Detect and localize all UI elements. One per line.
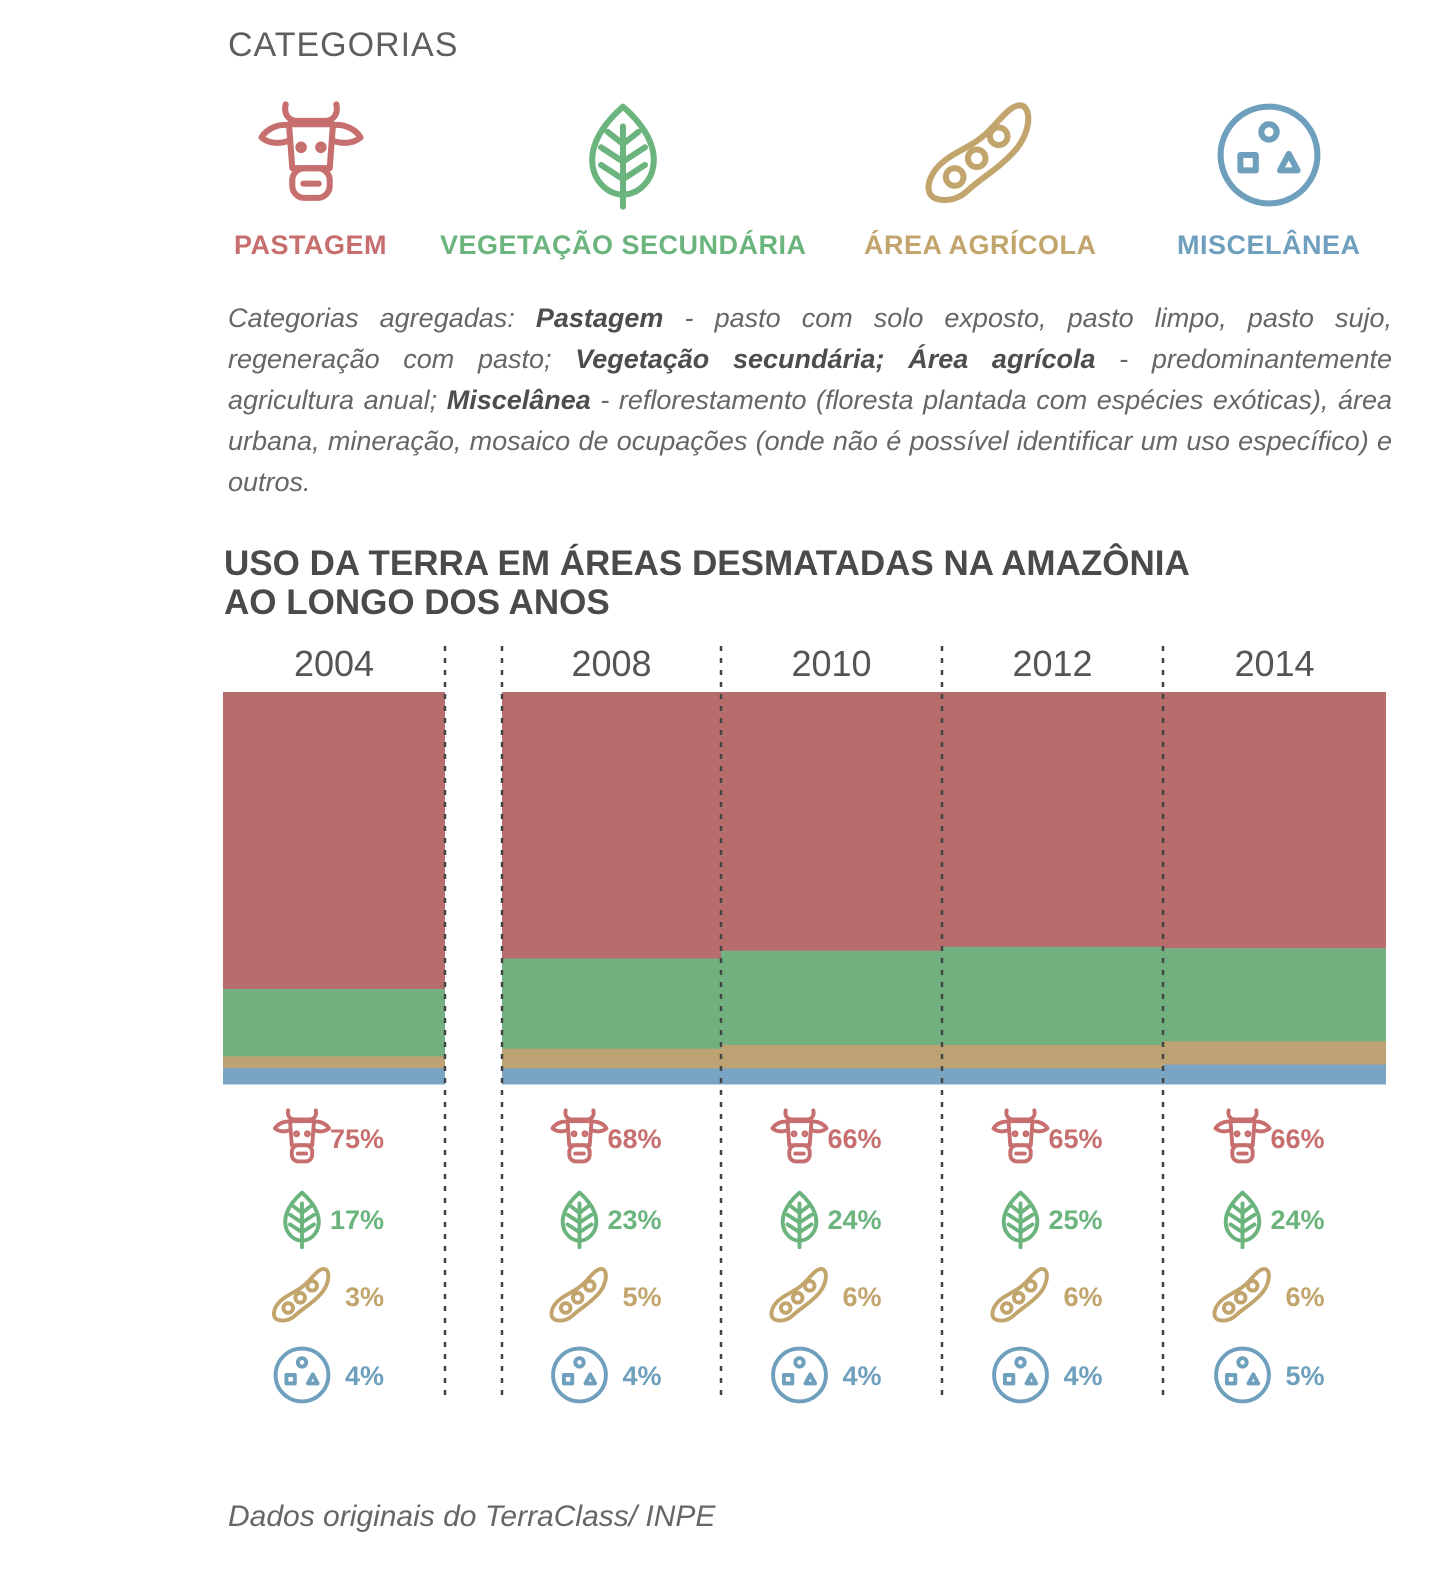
circle-shapes-icon: [1214, 1346, 1271, 1404]
year-label: 2008: [571, 643, 651, 684]
bar-segment: [223, 1068, 445, 1085]
bar-segment: [1163, 948, 1386, 1042]
year-label: 2014: [1234, 643, 1314, 684]
leaf-icon: [283, 1190, 321, 1249]
bar-segment: [942, 692, 1163, 948]
bar-segment: [942, 946, 1163, 1046]
cow-icon: [550, 1108, 609, 1164]
source-note: Dados originais do TerraClass/ INPE: [228, 1500, 716, 1533]
bar-segment: [223, 988, 445, 1057]
value-label: 3%: [345, 1282, 384, 1312]
year-label: 2012: [1012, 643, 1092, 684]
category-label-vegetacao: VEGETAÇÃO SECUNDÁRIA: [440, 230, 807, 260]
value-label: 6%: [842, 1282, 881, 1312]
leaf-icon: [1223, 1190, 1262, 1249]
description-text: - reflorestamento (floresta plantada com…: [228, 385, 1392, 497]
bar-segment: [721, 1044, 942, 1069]
bar-segment: [942, 1044, 1163, 1069]
bar-segment: [1163, 1041, 1386, 1066]
category-label-pastagem: PASTAGEM: [234, 230, 388, 260]
soybean-pod-icon: [549, 1266, 608, 1323]
description-text: Categorias agregadas:: [228, 303, 536, 333]
description-bold: Pastagem: [535, 303, 664, 333]
value-label: 4%: [622, 1361, 661, 1391]
value-label: 4%: [345, 1361, 384, 1391]
bar-segment: [223, 1056, 445, 1069]
value-label: 17%: [330, 1205, 384, 1235]
description-text: - predominantemente agricultura anual;: [228, 344, 1392, 415]
description-bold: Vegetação secundária; Área agrícola: [575, 344, 1096, 374]
value-label: 75%: [330, 1124, 384, 1154]
cow-icon: [273, 1108, 331, 1164]
description-bold: Miscelânea: [446, 385, 591, 415]
bar-segment: [223, 692, 445, 990]
bar-segment: [502, 1068, 721, 1085]
cow-icon: [770, 1108, 829, 1164]
category-pastagem: PASTAGEM: [234, 100, 387, 261]
bar-segment: [502, 1048, 721, 1069]
value-label: 4%: [1063, 1361, 1102, 1391]
chart-title-line: USO DA TERRA EM ÁREAS DESMATADAS NA AMAZ…: [224, 544, 1190, 583]
bar-segment: [721, 1068, 942, 1085]
bar-segment: [502, 692, 721, 960]
leaf-icon: [560, 1190, 599, 1249]
value-label: 5%: [622, 1282, 661, 1312]
circle-shapes-icon: [551, 1346, 608, 1404]
cow-icon: [991, 1108, 1050, 1164]
value-label: 5%: [1285, 1361, 1324, 1391]
leaf-icon: [780, 1190, 819, 1249]
value-label: 24%: [1270, 1205, 1324, 1235]
value-label: 66%: [1270, 1124, 1324, 1154]
value-label: 24%: [827, 1205, 881, 1235]
bar-segment: [502, 958, 721, 1050]
value-label: 23%: [607, 1205, 661, 1235]
value-label: 68%: [607, 1124, 661, 1154]
circle-shapes-icon: [273, 1346, 331, 1404]
soybean-pod-icon: [272, 1266, 331, 1323]
value-label: 4%: [842, 1361, 881, 1391]
bar-segment: [942, 1068, 1163, 1085]
category-miscelanea: MISCELÂNEA: [1177, 100, 1361, 261]
bar-segment: [1163, 1064, 1386, 1085]
categories-heading: CATEGORIAS: [228, 26, 459, 64]
bar-segment: [1163, 692, 1386, 949]
bar-segment: [721, 950, 942, 1046]
categories-description: Categorias agregadas: Pastagem - pasto c…: [228, 298, 1392, 503]
chart-title: USO DA TERRA EM ÁREAS DESMATADAS NA AMAZ…: [224, 544, 1190, 622]
year-label: 2004: [294, 643, 374, 684]
cow-icon: [1213, 1108, 1272, 1164]
leaf-icon: [1001, 1190, 1040, 1249]
description-text: - pasto com solo exposto, pasto limpo, p…: [228, 303, 1392, 374]
value-label: 65%: [1048, 1124, 1102, 1154]
bar-segment: [721, 692, 942, 952]
value-label: 25%: [1048, 1205, 1102, 1235]
circle-shapes-icon: [992, 1346, 1049, 1404]
value-label: 6%: [1063, 1282, 1102, 1312]
circle-shapes-icon: [771, 1346, 828, 1404]
value-label: 66%: [827, 1124, 881, 1154]
year-label: 2010: [791, 643, 871, 684]
soybean-pod-icon: [990, 1266, 1049, 1323]
value-label: 6%: [1285, 1282, 1324, 1312]
soybean-pod-icon: [769, 1266, 828, 1323]
category-agricola: ÁREA AGRÍCOLA: [864, 100, 1097, 261]
category-label-agricola: ÁREA AGRÍCOLA: [864, 230, 1097, 260]
category-label-miscelanea: MISCELÂNEA: [1177, 230, 1361, 260]
category-vegetacao: VEGETAÇÃO SECUNDÁRIA: [440, 100, 807, 261]
soybean-pod-icon: [1212, 1266, 1271, 1323]
chart-title-line: AO LONGO DOS ANOS: [224, 583, 610, 622]
